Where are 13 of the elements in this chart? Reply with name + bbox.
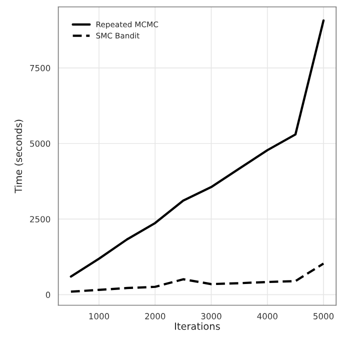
x-tick-label: 2000 bbox=[145, 313, 166, 320]
x-tick-label: 1000 bbox=[89, 313, 110, 320]
x-tick-label: 3000 bbox=[201, 313, 222, 320]
y-tick-label: 0 bbox=[46, 292, 50, 298]
x-tick-label: 5000 bbox=[314, 313, 334, 320]
line-series bbox=[70, 19, 325, 278]
line-series bbox=[70, 262, 325, 293]
x-tick-label: 4000 bbox=[257, 313, 278, 320]
x-axis-title: Iterations bbox=[175, 322, 220, 330]
y-tick-label: 7500 bbox=[30, 64, 50, 72]
y-axis-title: Time (seconds) bbox=[14, 120, 24, 194]
y-tick-label: 5000 bbox=[30, 140, 50, 147]
y-tick-label: 2500 bbox=[30, 216, 50, 222]
